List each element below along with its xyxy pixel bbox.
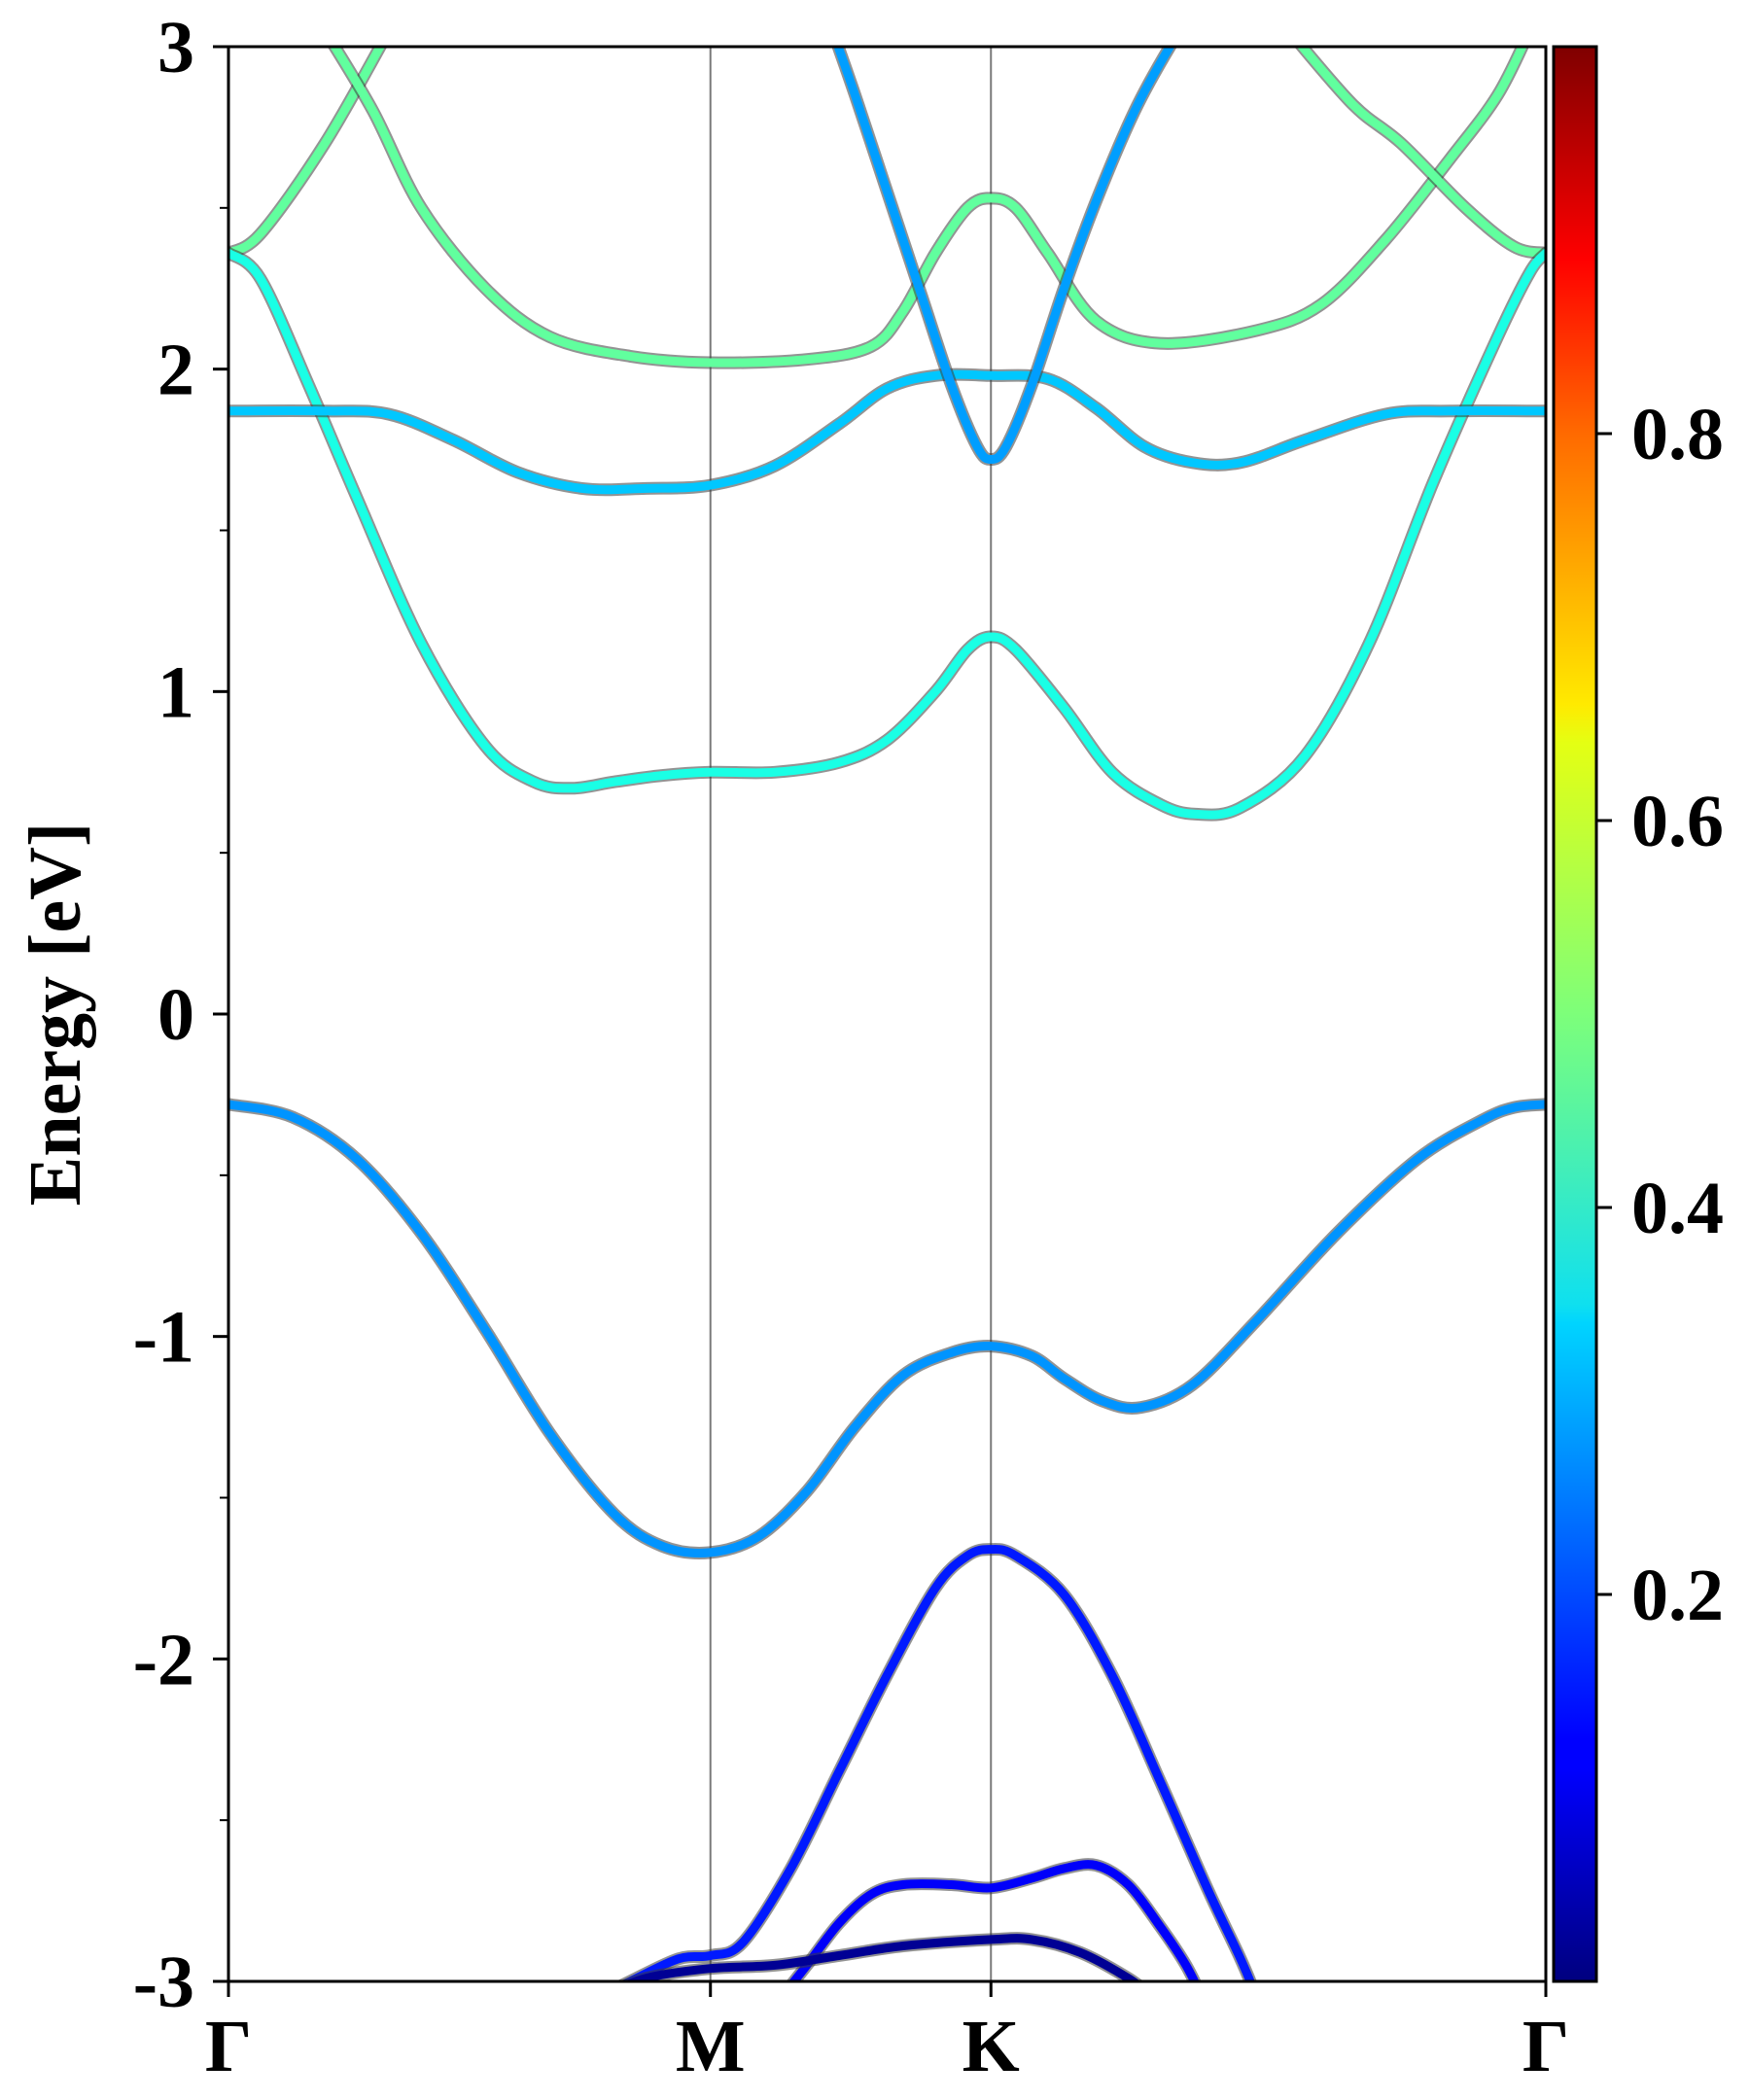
y-axis-label: Energy [eV]	[15, 822, 96, 1207]
band-line-9	[623, 1934, 1141, 1981]
colorbar-tick-label-3: 0.8	[1631, 394, 1724, 475]
band-line-3	[228, 248, 1546, 820]
colorbar-tick-label-2: 0.6	[1631, 781, 1724, 862]
y-tick-label-3: 0	[158, 974, 194, 1056]
y-tick-label-6: -3	[133, 1942, 194, 2023]
band-line-7	[619, 1545, 1255, 1981]
x-tick-label-1: M	[676, 2006, 746, 2087]
band-line-5	[833, 47, 1175, 464]
colorbar-gradient	[1552, 45, 1598, 1983]
x-tick-label-0: Γ	[205, 2006, 252, 2087]
y-tick-label-1: 2	[158, 330, 194, 411]
x-tick-label-2: K	[962, 2006, 1020, 2087]
y-axis-ticks: 3 2 1 0 -1 -2 -3	[133, 7, 228, 2023]
band-outline-6	[228, 1098, 1546, 1559]
y-tick-label-4: -1	[133, 1297, 194, 1379]
y-tick-label-5: -2	[133, 1619, 194, 1700]
k-point-divider-lines	[709, 47, 993, 1981]
y-tick-label-0: 3	[158, 7, 194, 88]
band-outline-0	[228, 47, 388, 260]
band-lines	[228, 47, 1546, 1981]
band-line-4	[228, 369, 1546, 495]
x-tick-label-3: Γ	[1522, 2006, 1569, 2087]
colorbar: 0.2 0.4 0.6 0.8	[1552, 45, 1724, 1983]
band-line-0	[228, 47, 386, 258]
y-tick-label-2: 1	[158, 651, 194, 733]
band-line-1	[330, 47, 1527, 368]
band-line-8	[788, 1860, 1200, 1981]
colorbar-tick-label-0: 0.2	[1631, 1555, 1724, 1636]
band-line-6	[228, 1100, 1546, 1558]
colorbar-ticks: 0.2 0.4 0.6 0.8	[1596, 394, 1724, 1636]
colorbar-tick-label-1: 0.4	[1631, 1168, 1724, 1249]
band-line-2	[1296, 47, 1546, 258]
